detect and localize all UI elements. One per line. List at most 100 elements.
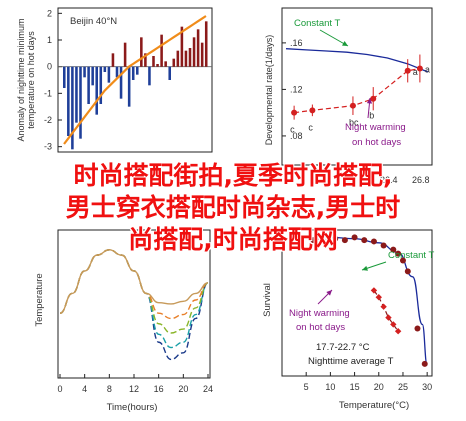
panel2-point [404,67,411,74]
panel4-xtick-label: 10 [325,382,335,392]
panel1-bar [148,66,151,86]
panel4-circle-point [332,235,339,242]
panel1-ytick-label: -1 [44,88,52,98]
panel4-curve-label: Constant T [388,250,434,261]
panel1-bar [172,58,176,67]
panel1-bar [87,66,90,104]
panel1-bar [103,66,107,72]
panel3-xtick-label: 8 [107,384,112,394]
panel1-ylabel: Anomaly of nighttime minimumtemperature … [16,18,36,141]
panel4-xtick-label: 30 [422,382,432,392]
panel2-frame [281,7,433,166]
panel4-diamond-point [380,303,387,310]
panel4-circle-point [404,268,411,275]
panel1-bar [196,29,200,67]
panel4-circle-point [421,360,428,367]
panel1-bar [111,53,115,67]
panel1-bar [63,66,66,88]
panel4-circle-point [317,234,324,241]
panel1-bar [79,66,82,139]
panel4-xtick-label: 25 [398,382,408,392]
panel1-ytick-label: -2 [44,115,52,125]
panel2-point-label: a [413,67,418,77]
panel2-curve-arrow-head [342,41,348,46]
panel1-frame [57,7,213,153]
panel2-constant-curve [285,48,429,73]
panel3-xlabel: Time(hours) [107,402,158,413]
panel2-xtick-label: 26.8 [412,175,430,185]
panel2-point-label: c [308,122,313,132]
panel3-xtick-label: 0 [57,384,62,394]
panel2-point-label: b [369,111,374,121]
panel3-xtick-label: 24 [203,384,213,394]
panel1-bar [75,66,78,123]
panel2-point [291,109,298,116]
panel4-xtick-label: 15 [350,382,360,392]
panel2-point [349,102,356,109]
panel2-ytick-label: .16 [290,38,303,48]
panel1-bar [71,66,74,150]
panel1-bar [160,34,163,67]
panel2-ylabel: Developmental rate(1/days) [264,35,274,146]
panel3-ylabel: Temperature [34,273,45,326]
panel1-bar [204,21,208,67]
panel4-circle-point [341,237,348,244]
panel3-xtick-label: 16 [154,384,164,394]
panel4-circle-point [351,234,358,241]
panel1-trend-line [63,15,207,145]
panel1-bar [156,64,159,67]
panel4-xtick-label: 20 [374,382,384,392]
panel2-point-label: c [290,125,295,135]
panel1-title: Beijin 40°N [70,16,117,27]
panel1-bar [67,66,70,136]
panel4-annotation: on hot days [296,322,345,333]
panel4-frame [281,229,433,377]
panel3-series-line [59,249,209,349]
panel2-point [370,95,377,102]
panel1-bar [107,66,111,83]
panel4-diamond-point [385,314,392,321]
overlay-line-2: 男士穿衣搭配时尚杂志,男士时 [65,193,401,222]
panel4-diamond-point [375,294,382,301]
panel1-bar [119,66,123,99]
panel1-bar [99,66,103,104]
panel2-curve-label: Constant T [294,18,340,29]
panel3-xtick-label: 20 [178,384,188,394]
panel4-circle-point [399,257,406,264]
panel1-bar [136,66,139,75]
panel4-circle-point [324,238,331,245]
panel4-annotation3: Nighttime average T [308,356,394,367]
panel3-series-line [59,249,209,334]
panel4-annotation2: 17.7-22.7 °C [316,342,370,353]
overlay-line-1: 时尚搭配街拍,夏季时尚搭配, [73,161,393,190]
panel4-diamond-point [390,321,397,328]
panel1-bar [144,53,147,67]
panel1-bar [192,37,196,67]
panel1-bar [123,42,127,67]
panel2-annotation: on hot days [352,137,401,148]
panel2-point-label: bc [349,118,359,128]
panel3-xtick-label: 4 [82,384,87,394]
panel3-series-line [59,249,209,320]
panel4-circle-point [395,250,402,257]
panel1-bar [127,66,131,107]
panel1-bar [140,37,143,67]
panel2-annotation: Night warming [345,122,406,133]
panel4-annotation-arrow-head [326,290,332,296]
overlay-watermark-text: 时尚搭配街拍,夏季时尚搭配, 男士穿衣搭配时尚杂志,男士时 尚搭配,时尚搭配网 [0,160,466,256]
panel4-ylabel: Survival [262,283,273,317]
panel2-point-label: a [425,64,430,74]
panel1-bar [164,61,167,67]
panel4-annotation: Night warming [289,308,350,319]
overlay-line-3: 尚搭配,时尚搭配网 [128,225,338,254]
panel4-curve-arrow-head [362,265,368,271]
panel2-point [309,107,316,114]
panel4-circle-point [370,238,377,245]
panel1-bar [91,66,94,86]
panel4-xlabel: Temperature(°C) [339,400,409,411]
panel1-bar [184,50,188,67]
panel4-circle-point [361,237,368,244]
panel2-warming-line [294,67,420,114]
panel1-bar [180,26,184,67]
